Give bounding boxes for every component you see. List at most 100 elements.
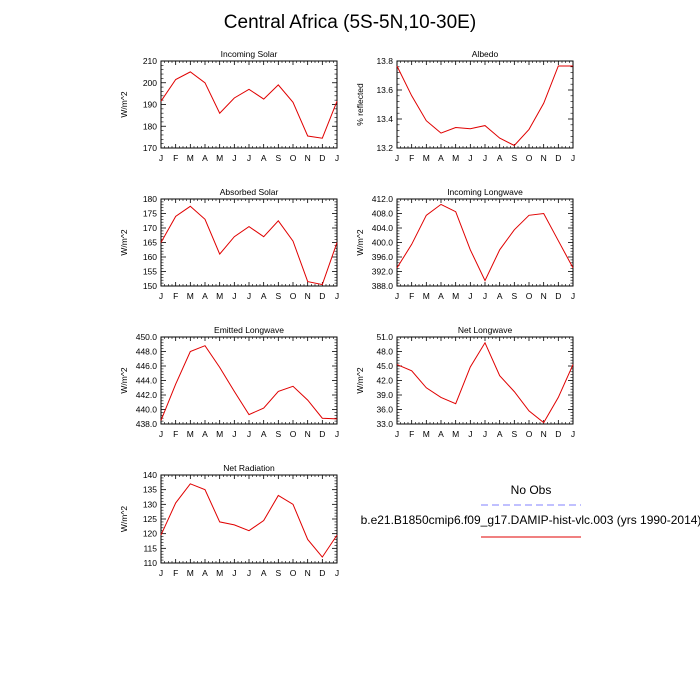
- x-tick-label: M: [187, 291, 194, 301]
- x-tick-label: J: [335, 291, 339, 301]
- y-tick-label: 45.0: [376, 361, 393, 371]
- x-tick-label: N: [541, 291, 547, 301]
- x-tick-label: A: [261, 291, 267, 301]
- x-tick-label: A: [497, 153, 503, 163]
- x-tick-label: M: [452, 291, 459, 301]
- y-tick-label: 448.0: [136, 347, 158, 357]
- x-tick-label: J: [159, 153, 163, 163]
- y-tick-label: 190: [143, 100, 157, 110]
- x-tick-label: J: [571, 291, 575, 301]
- x-tick-label: N: [305, 429, 311, 439]
- y-tick-label: 33.0: [376, 419, 393, 429]
- series-line: [396, 341, 574, 424]
- y-tick-label: 13.2: [376, 143, 393, 153]
- y-tick-label: 210: [143, 56, 157, 66]
- series-line: [160, 345, 338, 421]
- y-tick-label: 130: [143, 499, 157, 509]
- y-tick-label: 170: [143, 223, 157, 233]
- x-tick-label: J: [483, 429, 487, 439]
- x-tick-label: A: [438, 429, 444, 439]
- y-tick-label: 39.0: [376, 390, 393, 400]
- x-tick-label: J: [468, 429, 472, 439]
- x-tick-label: S: [511, 153, 517, 163]
- x-tick-label: O: [290, 291, 297, 301]
- x-tick-label: A: [261, 429, 267, 439]
- x-tick-label: F: [173, 153, 178, 163]
- x-tick-label: D: [555, 153, 561, 163]
- x-tick-label: M: [216, 153, 223, 163]
- y-axis-label: % reflected: [355, 83, 365, 126]
- x-tick-label: A: [438, 153, 444, 163]
- x-tick-label: J: [247, 429, 251, 439]
- x-tick-label: D: [319, 291, 325, 301]
- y-tick-label: 400.0: [372, 238, 394, 248]
- x-tick-label: M: [187, 153, 194, 163]
- x-tick-label: J: [247, 153, 251, 163]
- x-tick-label: F: [173, 291, 178, 301]
- x-tick-label: O: [526, 291, 533, 301]
- y-axis-label: W/m^2: [119, 367, 129, 393]
- x-tick-label: S: [275, 153, 281, 163]
- x-tick-label: J: [395, 153, 399, 163]
- y-tick-label: 13.4: [376, 114, 393, 124]
- x-tick-label: J: [159, 568, 163, 578]
- x-tick-label: J: [232, 153, 236, 163]
- x-tick-label: M: [216, 291, 223, 301]
- x-tick-label: A: [202, 153, 208, 163]
- y-tick-label: 396.0: [372, 252, 394, 262]
- x-tick-label: M: [216, 568, 223, 578]
- x-tick-label: F: [173, 429, 178, 439]
- x-tick-label: J: [335, 568, 339, 578]
- x-tick-label: D: [555, 429, 561, 439]
- y-tick-label: 110: [143, 558, 157, 568]
- x-tick-label: A: [261, 568, 267, 578]
- x-tick-label: D: [319, 429, 325, 439]
- x-tick-label: A: [202, 429, 208, 439]
- x-tick-label: J: [159, 291, 163, 301]
- x-tick-label: F: [173, 568, 178, 578]
- x-tick-label: N: [305, 153, 311, 163]
- figure-title: Central Africa (5S-5N,10-30E): [223, 12, 477, 33]
- y-tick-label: 444.0: [136, 376, 158, 386]
- x-tick-label: J: [247, 291, 251, 301]
- y-tick-label: 150: [143, 281, 157, 291]
- x-tick-label: S: [275, 291, 281, 301]
- x-tick-label: J: [232, 291, 236, 301]
- y-tick-label: 42.0: [376, 376, 393, 386]
- plot-frame: [396, 336, 574, 425]
- x-tick-label: J: [468, 153, 472, 163]
- y-tick-label: 388.0: [372, 281, 394, 291]
- x-tick-label: A: [497, 429, 503, 439]
- x-tick-label: J: [483, 153, 487, 163]
- panel-title: Absorbed Solar: [220, 187, 279, 197]
- y-tick-label: 115: [143, 543, 157, 553]
- series-line: [396, 203, 574, 282]
- x-tick-label: N: [305, 568, 311, 578]
- x-tick-label: S: [275, 568, 281, 578]
- legend: No Obs b.e21.B1850cmip6.f09_g17.DAMIP-hi…: [361, 483, 700, 538]
- x-tick-label: O: [526, 153, 533, 163]
- y-tick-label: 36.0: [376, 405, 393, 415]
- x-tick-label: J: [571, 429, 575, 439]
- x-tick-label: A: [202, 291, 208, 301]
- y-tick-label: 155: [143, 267, 157, 277]
- y-tick-label: 135: [143, 485, 157, 495]
- series-line: [160, 205, 338, 286]
- y-tick-label: 408.0: [372, 209, 394, 219]
- y-axis-label: W/m^2: [355, 229, 365, 255]
- y-tick-label: 446.0: [136, 361, 158, 371]
- x-tick-label: A: [202, 568, 208, 578]
- x-tick-label: M: [187, 568, 194, 578]
- panel-title: Net Longwave: [458, 325, 513, 335]
- y-tick-label: 140: [143, 470, 157, 480]
- series-line: [160, 483, 338, 558]
- legend-obs-label: No Obs: [511, 483, 552, 497]
- x-tick-label: O: [290, 153, 297, 163]
- x-tick-label: J: [247, 568, 251, 578]
- y-tick-label: 180: [143, 121, 157, 131]
